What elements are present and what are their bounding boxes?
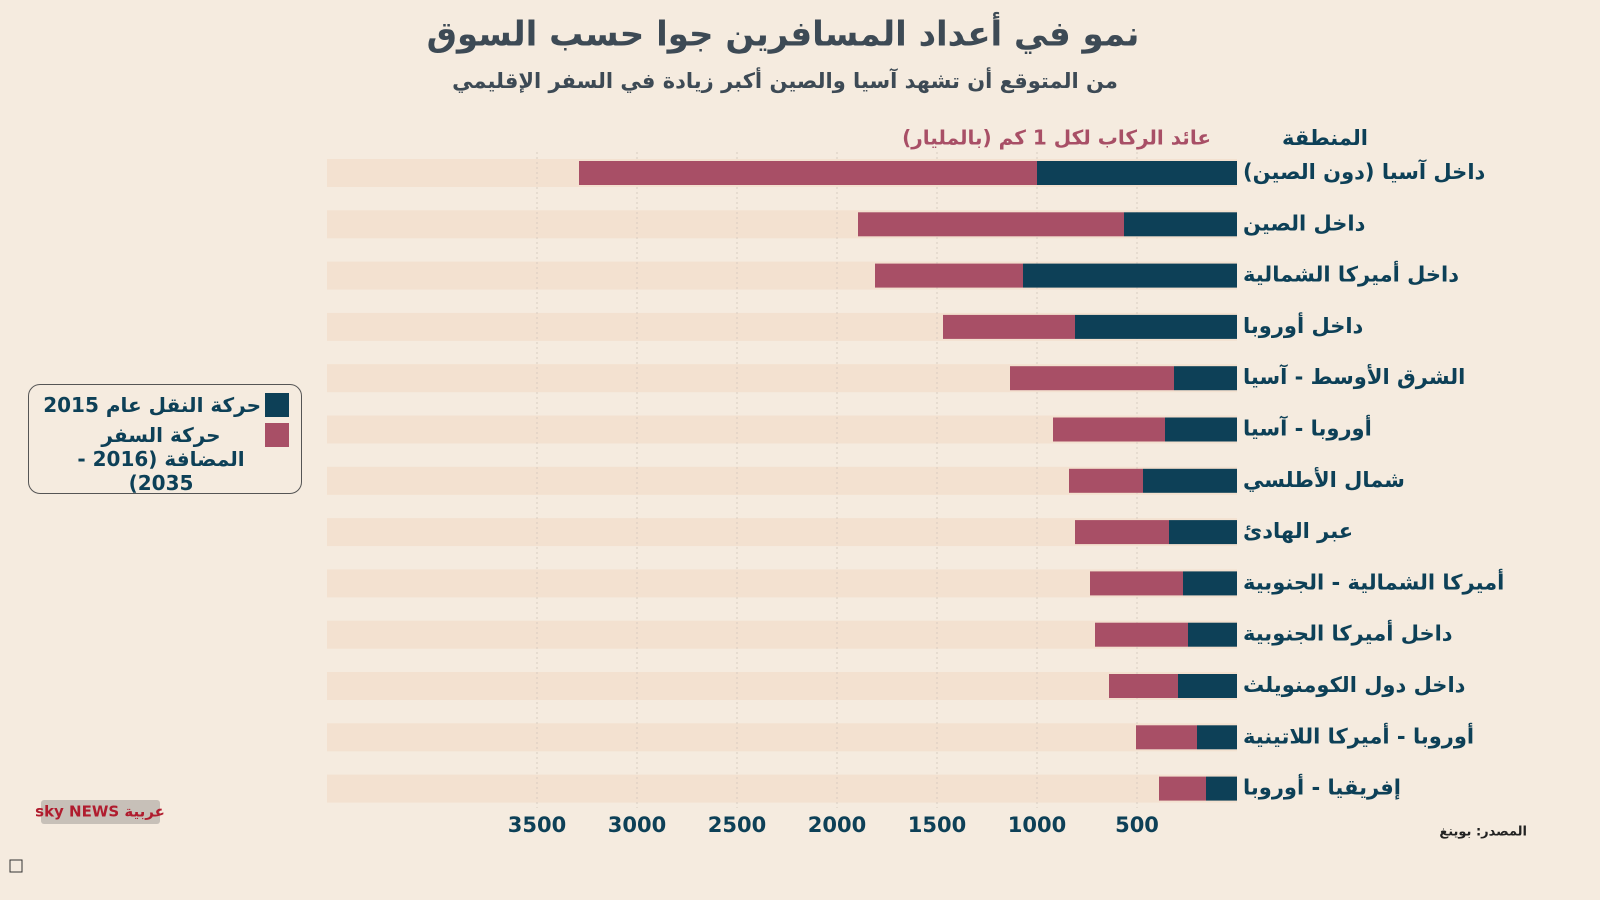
y-tick-label: إفريقيا - أوروبا [1243, 773, 1401, 800]
source: المصدر: بوينغ [1439, 825, 1527, 840]
corner-icon [9, 859, 23, 873]
bar-segment [1069, 468, 1143, 493]
bar-segment [1090, 571, 1183, 596]
bar-segment [1010, 366, 1174, 391]
bar-segment [1188, 622, 1237, 647]
legend-label: حركة السفر المضافة (2016 - 2035) [77, 423, 245, 495]
y-tick-label: عبر الهادئ [1243, 519, 1353, 543]
bar-segment [1053, 417, 1165, 442]
x-tick-label: 3500 [508, 813, 566, 837]
y-tick-label: داخل الصين [1243, 211, 1366, 235]
bar-track [327, 774, 1237, 803]
bar-segment [1109, 674, 1178, 698]
bar-segment [858, 212, 1124, 237]
bar-segment [1023, 263, 1237, 288]
legend-swatch [265, 423, 289, 447]
y-tick-label: داخل أميركا الشمالية [1243, 260, 1459, 287]
bar-segment [579, 161, 1037, 185]
x-tick-label: 1000 [1008, 813, 1066, 837]
logo-box [41, 800, 160, 824]
plot [327, 152, 1237, 808]
bar-segment [1136, 725, 1197, 750]
bar-segment [1183, 571, 1237, 596]
chart-subtitle: من المتوقع أن تشهد آسيا والصين أكبر زياد… [452, 66, 1118, 93]
y-tick-label: شمال الأطلسي [1243, 466, 1405, 492]
y-tick-label: أوروبا - آسيا [1243, 414, 1372, 441]
bar-segment [1197, 725, 1237, 750]
bar-track [327, 620, 1237, 649]
x-tick-label: 3000 [608, 813, 666, 837]
category-header: المنطقة [1282, 126, 1368, 150]
bar-track [327, 672, 1237, 700]
y-tick-label: داخل دول الكومنويلث [1243, 673, 1466, 697]
legend-label: حركة النقل عام 2015 [43, 393, 261, 417]
bar-segment [1075, 520, 1169, 545]
y-tick-label: الشرق الأوسط - آسيا [1243, 363, 1465, 389]
y-tick-label: داخل أميركا الجنوبية [1243, 619, 1453, 646]
y-tick-label: داخل آسيا (دون الصين) [1243, 159, 1486, 184]
bar-segment [1174, 366, 1237, 391]
legend-item: حركة النقل عام 2015 [39, 393, 289, 417]
x-tick-label: 1500 [908, 813, 966, 837]
legend: حركة النقل عام 2015 حركة السفر المضافة (2… [28, 384, 302, 495]
bar-segment [1143, 468, 1237, 493]
x-tick-label: 2000 [808, 813, 866, 837]
legend-swatch [265, 393, 289, 417]
chart-title: نمو في أعداد المسافرين جوا حسب السوق [427, 12, 1140, 55]
x-tick-label: 2500 [708, 813, 766, 837]
bar-segment [1169, 520, 1237, 545]
bar-track [327, 723, 1237, 752]
bar-segment [1178, 674, 1237, 698]
bar-segment [1159, 776, 1206, 801]
bar-segment [1165, 417, 1237, 442]
logo: sky NEWS عربية [35, 803, 165, 821]
y-tick-label: أوروبا - أميركا اللاتينية [1243, 721, 1474, 748]
legend-item: حركة السفر المضافة (2016 - 2035) [39, 423, 289, 495]
bar-segment [1037, 161, 1237, 185]
bar-segment [943, 314, 1075, 339]
bar-track [327, 569, 1237, 598]
x-tick-label: 500 [1115, 813, 1159, 837]
bar-segment [1075, 314, 1237, 339]
y-tick-label: أميركا الشمالية - الجنوبية [1243, 567, 1504, 594]
x-axis-label: عائد الركاب لكل 1 كم (بالمليار) [902, 126, 1211, 150]
bar-segment [1124, 212, 1237, 237]
bar-segment [1095, 622, 1188, 647]
y-tick-label: داخل أوروبا [1243, 311, 1364, 338]
bar-segment [1206, 776, 1237, 801]
bar-segment [875, 263, 1023, 288]
